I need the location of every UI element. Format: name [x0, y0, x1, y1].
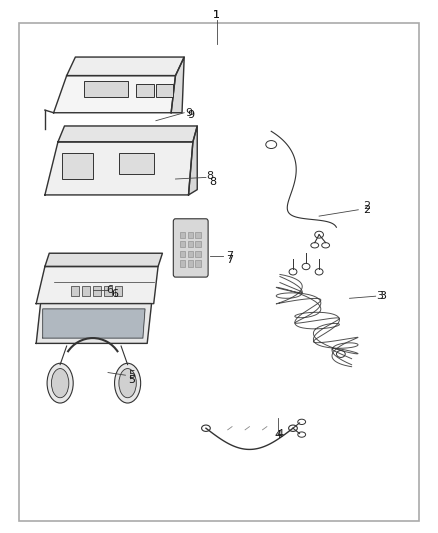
Bar: [156, 84, 173, 97]
Bar: [180, 251, 185, 257]
Bar: [187, 231, 193, 238]
Text: 1: 1: [213, 10, 220, 20]
Text: 6: 6: [107, 285, 114, 295]
Ellipse shape: [119, 368, 136, 398]
Polygon shape: [58, 126, 197, 142]
Ellipse shape: [51, 368, 69, 398]
Bar: [195, 241, 201, 247]
FancyBboxPatch shape: [173, 219, 208, 277]
Text: 9: 9: [185, 108, 192, 118]
Text: 4: 4: [275, 430, 282, 440]
Bar: [195, 231, 201, 238]
Text: 9: 9: [187, 110, 194, 120]
Bar: [180, 241, 185, 247]
Text: 1: 1: [213, 10, 220, 20]
Bar: [71, 286, 79, 296]
Bar: [104, 286, 112, 296]
Text: 7: 7: [226, 255, 233, 264]
Polygon shape: [36, 304, 152, 343]
Bar: [187, 241, 193, 247]
Bar: [180, 231, 185, 238]
Polygon shape: [45, 142, 193, 195]
Bar: [115, 286, 122, 296]
Bar: [195, 260, 201, 266]
Bar: [84, 81, 127, 97]
Polygon shape: [171, 57, 184, 113]
Bar: [195, 251, 201, 257]
Polygon shape: [67, 57, 184, 76]
Bar: [136, 84, 154, 97]
Bar: [119, 152, 154, 174]
Bar: [187, 251, 193, 257]
Text: 8: 8: [209, 176, 216, 187]
Polygon shape: [43, 309, 145, 338]
Polygon shape: [45, 253, 162, 266]
Polygon shape: [53, 76, 176, 113]
Text: 5: 5: [128, 375, 135, 385]
Bar: [82, 286, 90, 296]
Ellipse shape: [115, 364, 141, 403]
Bar: [187, 260, 193, 266]
Text: 6: 6: [111, 289, 118, 299]
Text: 8: 8: [207, 172, 214, 181]
Text: 4: 4: [276, 429, 283, 439]
Text: 3: 3: [377, 290, 384, 301]
Text: 7: 7: [226, 251, 233, 261]
Bar: [62, 152, 93, 179]
Bar: [93, 286, 101, 296]
Text: 2: 2: [364, 200, 371, 211]
Bar: [180, 260, 185, 266]
Text: 5: 5: [128, 370, 135, 380]
Text: 2: 2: [364, 205, 371, 215]
Ellipse shape: [47, 364, 73, 403]
Polygon shape: [188, 126, 197, 195]
Text: 3: 3: [379, 291, 386, 301]
Polygon shape: [36, 266, 158, 304]
